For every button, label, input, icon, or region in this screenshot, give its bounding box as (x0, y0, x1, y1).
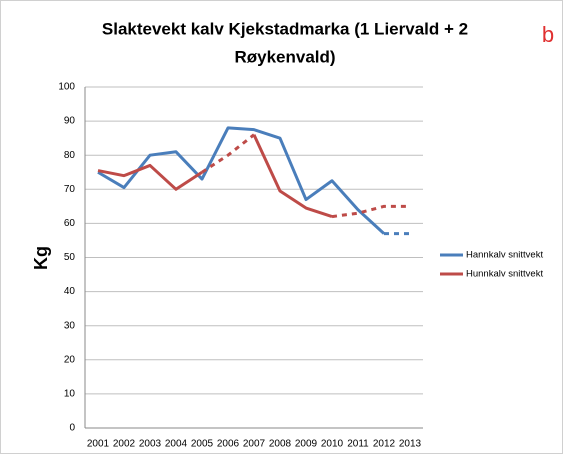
chart-title: Røykenvald) (234, 47, 335, 66)
y-tick-label: 90 (64, 116, 76, 127)
y-tick-label: 50 (64, 252, 76, 263)
x-tick-label: 2005 (191, 439, 214, 450)
y-tick-label: 80 (64, 150, 76, 161)
series-line (97, 126, 386, 235)
chart-title: Slaktevekt kalv Kjekstadmarka (1 Lierval… (102, 19, 468, 38)
corner-label: b (542, 22, 554, 47)
legend-label: Hunnkalv snittvekt (466, 269, 543, 280)
y-tick-label: 40 (64, 286, 76, 297)
x-tick-label: 2003 (139, 439, 162, 450)
x-tick-label: 2010 (321, 439, 344, 450)
series-line-dashed (201, 133, 255, 174)
y-tick-label: 100 (58, 82, 75, 93)
y-tick-label: 0 (69, 423, 75, 434)
x-tick-label: 2013 (399, 439, 422, 450)
x-tick-label: 2011 (347, 439, 369, 450)
y-tick-label: 20 (64, 354, 76, 365)
y-tick-label: 30 (64, 320, 76, 331)
y-tick-label: 70 (64, 184, 76, 195)
x-tick-label: 2004 (165, 439, 188, 450)
x-tick-label: 2007 (243, 439, 266, 450)
y-tick-label: 60 (64, 218, 76, 229)
x-tick-label: 2006 (217, 439, 240, 450)
series-line-dashed (331, 204, 410, 219)
x-tick-label: 2002 (113, 439, 136, 450)
series-line (252, 134, 333, 219)
x-tick-label: 2008 (269, 439, 292, 450)
x-tick-label: 2001 (87, 439, 110, 450)
x-tick-label: 2009 (295, 439, 318, 450)
series-line (97, 163, 203, 191)
y-tick-label: 10 (64, 389, 76, 400)
legend-label: Hannkalv snittvekt (466, 250, 543, 261)
y-axis-label: Kg (31, 246, 51, 270)
x-tick-label: 2012 (373, 439, 396, 450)
